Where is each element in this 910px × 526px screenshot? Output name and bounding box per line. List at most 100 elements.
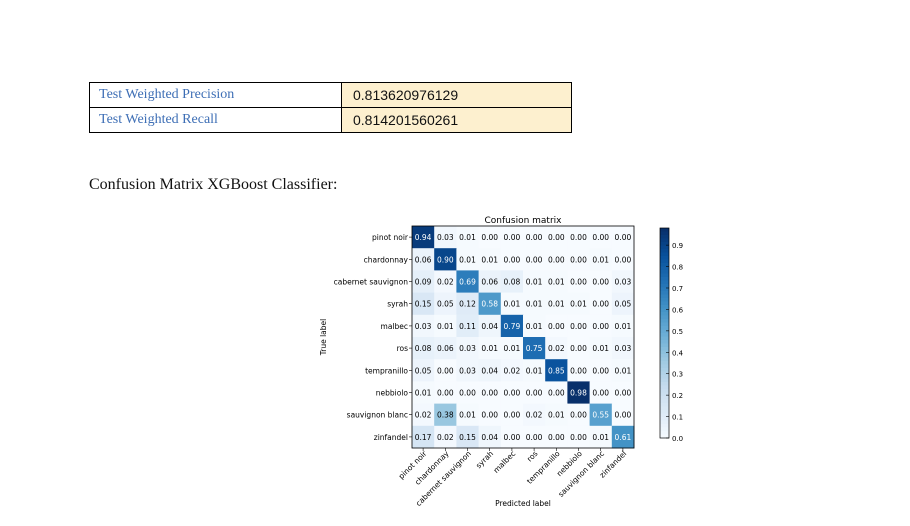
heatmap-cell [412, 381, 435, 405]
cell-value-label: 0.02 [504, 366, 521, 375]
cell-value-label: 0.02 [437, 433, 454, 442]
cell-value-label: 0.03 [437, 233, 454, 242]
heatmap-cell [500, 314, 524, 338]
cell-value-label: 0.01 [548, 300, 565, 309]
heatmap-cell [456, 425, 480, 449]
colorbar-segment [660, 259, 669, 264]
cell-value-label: 0.94 [415, 233, 432, 242]
colorbar-segment [660, 343, 669, 348]
cell-value-label: 0.00 [504, 389, 521, 398]
cell-value-label: 0.01 [615, 366, 632, 375]
cell-value-label: 0.61 [615, 433, 632, 442]
cell-value-label: 0.02 [526, 411, 543, 420]
colorbar-segment [660, 403, 669, 408]
cell-value-label: 0.01 [548, 411, 565, 420]
cell-value-label: 0.58 [481, 300, 498, 309]
colorbar-tick-label: 0.5 [672, 328, 683, 336]
colorbar-segment [660, 280, 669, 285]
cell-value-label: 0.00 [504, 255, 521, 264]
cell-value-label: 0.17 [415, 433, 432, 442]
chart-title: Confusion matrix [485, 216, 563, 226]
cell-value-label: 0.00 [548, 255, 565, 264]
cell-value-label: 0.00 [548, 233, 565, 242]
cell-value-label: 0.01 [526, 300, 543, 309]
heatmap-cell [545, 226, 568, 249]
colorbar-segment [660, 417, 669, 422]
cell-value-label: 0.01 [526, 366, 543, 375]
heatmap-cell [478, 226, 502, 249]
y-tick-label: chardonnay [364, 255, 409, 264]
colorbar-segment [660, 350, 669, 355]
heatmap-cell [589, 425, 613, 449]
cell-value-label: 0.00 [592, 366, 609, 375]
colorbar-segment [660, 305, 669, 310]
colorbar-segment [660, 368, 669, 373]
colorbar-segment [660, 266, 669, 271]
cell-value-label: 0.15 [415, 300, 432, 309]
x-tick-label: malbec [492, 449, 518, 475]
colorbar-tick-label: 0.2 [672, 392, 683, 400]
colorbar-segment [660, 364, 669, 369]
colorbar-segment [660, 340, 669, 345]
colorbar-segment [660, 354, 669, 359]
cell-value-label: 0.03 [459, 344, 476, 353]
heatmap-cell [589, 248, 613, 271]
colorbar-segment [660, 277, 669, 282]
cell-value-label: 0.00 [548, 322, 565, 331]
colorbar-segment [660, 406, 669, 411]
cell-value-label: 0.03 [615, 344, 632, 353]
colorbar-segment [660, 315, 669, 320]
y-tick-label: tempranillo [365, 366, 408, 375]
y-tick-label: sauvignon blanc [347, 411, 408, 420]
cell-value-label: 0.00 [526, 255, 543, 264]
heatmap-cell [500, 248, 524, 271]
colorbar-segment [660, 389, 669, 394]
colorbar-segment [660, 413, 669, 418]
heatmap-cell [567, 337, 591, 360]
section-heading: Confusion Matrix XGBoost Classifier: [89, 176, 338, 193]
colorbar-segment [660, 329, 669, 334]
heatmap-cell [412, 337, 435, 360]
cell-value-label: 0.00 [592, 233, 609, 242]
heatmap-cell [545, 337, 568, 360]
heatmap-cell [523, 292, 546, 316]
heatmap-cell [434, 403, 457, 427]
heatmap-cell [567, 425, 591, 449]
cell-value-label: 0.01 [437, 322, 454, 331]
heatmap-cell [523, 425, 546, 449]
cell-value-label: 0.08 [415, 344, 432, 353]
cell-value-label: 0.00 [526, 433, 543, 442]
heatmap-cell [500, 425, 524, 449]
cell-value-label: 0.00 [615, 411, 632, 420]
heatmap-cell [478, 425, 502, 449]
cell-value-label: 0.00 [481, 411, 498, 420]
matrix-frame [411, 225, 635, 449]
cell-value-label: 0.85 [548, 366, 565, 375]
cell-value-label: 0.01 [592, 344, 609, 353]
heatmap-cell [478, 314, 502, 338]
cell-value-label: 0.00 [459, 389, 476, 398]
heatmap-cell [456, 292, 480, 316]
heatmap-cell [545, 314, 568, 338]
cell-value-label: 0.75 [526, 344, 543, 353]
cell-value-label: 0.69 [459, 278, 476, 287]
y-tick-label: pinot noir [372, 233, 409, 242]
cell-value-label: 0.03 [615, 278, 632, 287]
heatmap-cell [589, 314, 613, 338]
heatmap-cell [589, 270, 613, 294]
colorbar-tick-label: 0.6 [672, 306, 684, 314]
colorbar-tick-label: 0.8 [672, 264, 683, 272]
cell-value-label: 0.06 [481, 278, 498, 287]
cell-value-label: 0.03 [459, 366, 476, 375]
heatmap-cell [545, 381, 568, 405]
cell-value-label: 0.38 [437, 411, 454, 420]
cell-value-label: 0.90 [437, 255, 454, 264]
colorbar-segment [660, 396, 669, 401]
colorbar-segment [660, 392, 669, 397]
colorbar-segment [660, 245, 669, 250]
colorbar-tick-label: 0.7 [672, 285, 683, 293]
cell-value-label: 0.01 [459, 411, 476, 420]
recall-value: 0.814201560261 [341, 107, 572, 133]
heatmap-cell [567, 403, 591, 427]
